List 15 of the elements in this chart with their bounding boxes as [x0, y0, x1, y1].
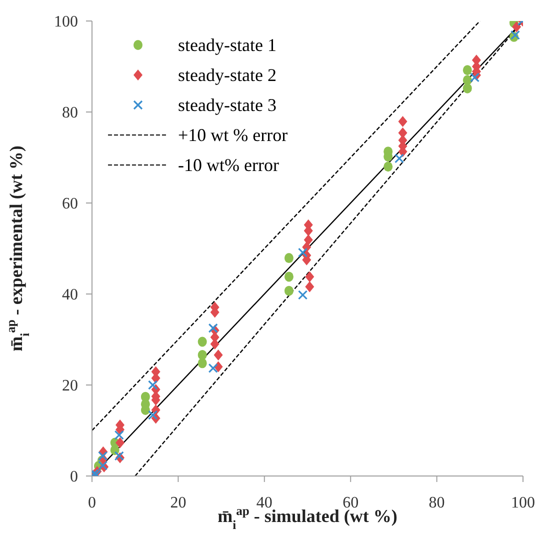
x-tick-label: 20 — [170, 494, 186, 512]
y-tick-label: 80 — [62, 104, 78, 122]
legend-label: steady-state 2 — [178, 64, 276, 87]
y-tick-label: 20 — [62, 378, 78, 395]
y-tick-label: 40 — [62, 286, 78, 304]
legend-label: steady-state 1 — [178, 34, 276, 57]
x-tick-label: 100 — [511, 494, 535, 512]
x-tick-label: 80 — [428, 494, 445, 512]
legend-label: -10 wt% error — [178, 154, 279, 177]
legend-label: steady-state 3 — [178, 94, 276, 117]
y-tick-label: 100 — [54, 14, 78, 31]
x-tick-label: 0 — [88, 494, 96, 512]
legend-label: +10 wt % error — [178, 124, 288, 147]
y-tick-label: 0 — [70, 468, 78, 486]
y-tick-label: 60 — [62, 196, 78, 213]
